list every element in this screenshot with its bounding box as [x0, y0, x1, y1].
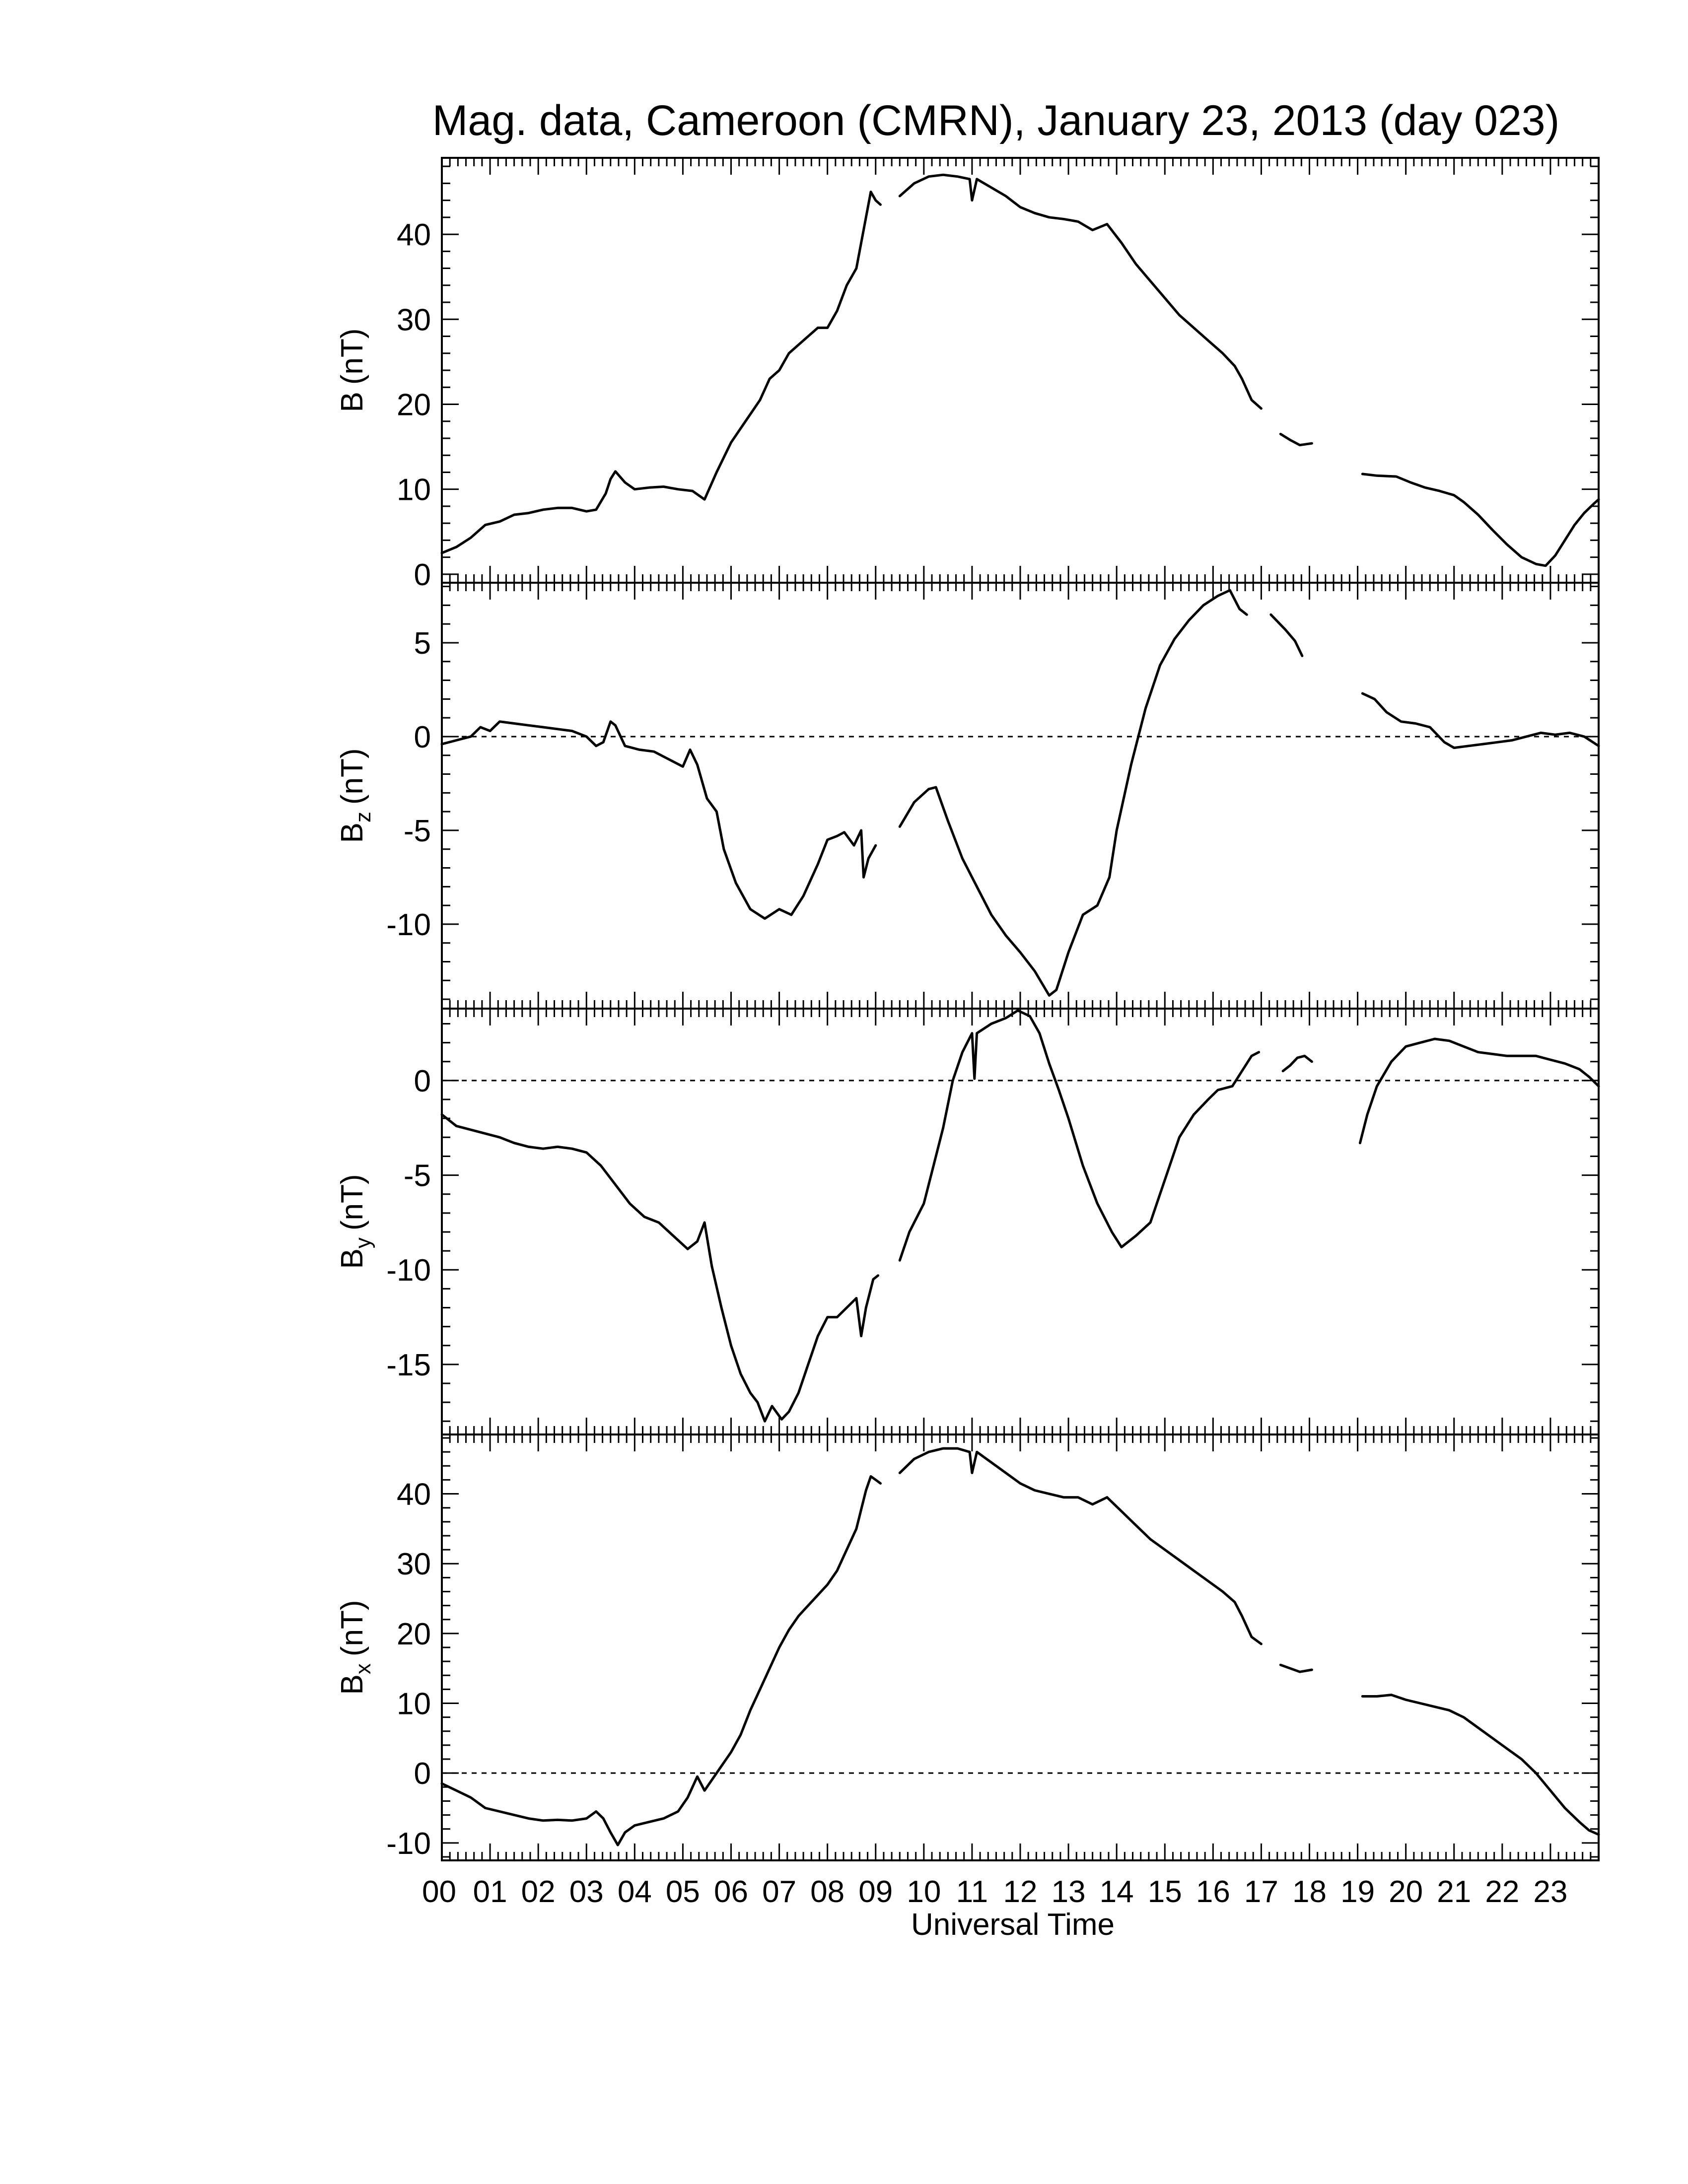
panels-group: 0 10 20 30 40 B (nT) -10 -5 0 5 Bz (nT) -15 -10 -5 0 By (n… [335, 157, 1600, 1861]
y-tick-label: 10 [397, 473, 431, 507]
y-tick-label: -10 [386, 908, 431, 942]
series-line-bx [1361, 1694, 1600, 1836]
y-tick-label: 0 [414, 1757, 431, 1791]
series-line-bz [440, 720, 877, 920]
y-tick-label: 0 [414, 1064, 431, 1098]
y-axis-label: Bz (nT) [335, 748, 375, 843]
x-tick-label: 17 [1244, 1875, 1278, 1909]
y-tick-label: 30 [397, 303, 431, 337]
y-tick-label: -15 [386, 1348, 431, 1382]
y-axis-label-unit: (nT) [335, 1174, 369, 1230]
y-tick-label: 5 [414, 626, 431, 661]
y-axis-label-unit: (nT) [335, 748, 369, 805]
y-axis-label-unit: (nT) [335, 1600, 369, 1656]
x-tick-label: 23 [1533, 1875, 1567, 1909]
y-axis-label-subscript: x [351, 1663, 375, 1674]
x-tick-label: 18 [1292, 1875, 1327, 1909]
y-tick-label: 40 [397, 218, 431, 252]
series-line-b [1361, 473, 1600, 567]
x-tick-label: 00 [422, 1875, 456, 1909]
x-tick-label: 16 [1196, 1875, 1230, 1909]
y-axis-label: B (nT) [335, 328, 369, 412]
x-tick-label: 03 [569, 1875, 604, 1909]
panel-frame [441, 1008, 1600, 1435]
y-axis-label-main: B [335, 1248, 369, 1269]
x-tick-label: 21 [1437, 1875, 1471, 1909]
panel-by: -15 -10 -5 0 By (nT) [335, 1008, 1600, 1435]
x-tick-label: 12 [1003, 1875, 1038, 1909]
series-line-by [1281, 1054, 1313, 1073]
x-tick-label: 04 [618, 1875, 652, 1909]
series-line-by [1358, 1037, 1600, 1145]
x-tick-label: 14 [1100, 1875, 1134, 1909]
y-tick-label: -5 [404, 814, 431, 848]
panel-frame [441, 1433, 1600, 1861]
y-tick-label: 10 [397, 1687, 431, 1721]
panel-bz: -10 -5 0 5 Bz (nT) [335, 582, 1600, 1010]
y-tick-label: 30 [397, 1547, 431, 1581]
series-line-by [898, 1009, 1261, 1262]
series-line-bx [1279, 1663, 1313, 1673]
y-tick-label: -10 [386, 1253, 431, 1288]
y-tick-label: 40 [397, 1478, 431, 1512]
series-line-b [1279, 432, 1313, 447]
y-tick-label: 0 [414, 558, 431, 592]
y-axis-label: Bx (nT) [335, 1600, 375, 1695]
series-line-bz [1361, 692, 1600, 750]
chart-title: Mag. data, Cameroon (CMRN), January 23, … [432, 97, 1560, 144]
series-line-bz [898, 589, 1248, 997]
y-axis-label-subscript: z [351, 812, 375, 822]
y-tick-label: 0 [414, 720, 431, 754]
panel-b: 0 10 20 30 40 B (nT) [335, 157, 1600, 592]
y-axis-label-main: B [335, 392, 369, 412]
y-tick-label: 20 [397, 1617, 431, 1651]
x-tick-label: 06 [714, 1875, 748, 1909]
y-axis-label-unit: (nT) [335, 328, 369, 385]
series-line-b [898, 173, 1263, 410]
x-axis: 00 01 02 03 04 05 06 07 08 09 10 11 12 13 14 15 16 17 18 19… [422, 1875, 1567, 1909]
series-line-by [440, 1113, 880, 1423]
panel-bx: -10 0 10 20 30 40 Bx (nT) [335, 1433, 1600, 1861]
x-tick-label: 19 [1340, 1875, 1375, 1909]
x-axis-label: Universal Time [911, 1908, 1115, 1942]
series-line-bx [440, 1475, 882, 1846]
x-tick-label: 10 [907, 1875, 941, 1909]
panel-frame [441, 582, 1600, 1010]
x-tick-label: 13 [1052, 1875, 1086, 1909]
series-line-bx [898, 1447, 1263, 1645]
y-tick-label: -10 [386, 1827, 431, 1861]
x-tick-label: 15 [1148, 1875, 1182, 1909]
y-axis-label-main: B [335, 1674, 369, 1695]
panel-frame [441, 157, 1600, 584]
x-tick-label: 09 [858, 1875, 893, 1909]
series-line-bz [1269, 613, 1304, 657]
y-axis-label-subscript: y [351, 1237, 375, 1248]
y-tick-label: 20 [397, 388, 431, 422]
y-axis-label: By (nT) [335, 1174, 375, 1269]
x-tick-label: 02 [521, 1875, 556, 1909]
x-tick-label: 11 [956, 1875, 988, 1909]
y-tick-label: -5 [404, 1159, 431, 1193]
x-tick-label: 07 [762, 1875, 796, 1909]
x-tick-label: 08 [810, 1875, 844, 1909]
x-tick-label: 20 [1389, 1875, 1423, 1909]
series-line-b [440, 191, 882, 554]
y-axis-label-main: B [335, 822, 369, 843]
x-tick-label: 22 [1485, 1875, 1519, 1909]
x-tick-label: 01 [473, 1875, 507, 1909]
x-tick-label: 05 [666, 1875, 700, 1909]
